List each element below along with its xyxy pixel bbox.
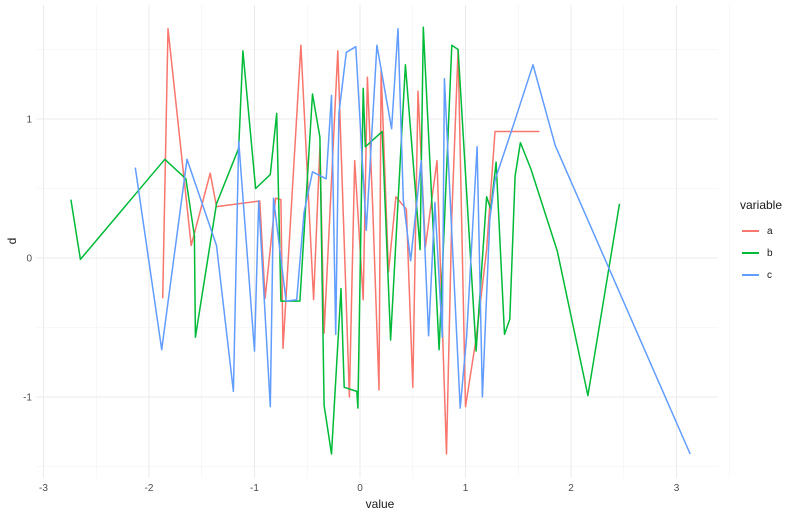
series-line-b	[70, 26, 621, 455]
series-lines	[70, 26, 691, 455]
y-tick-label: 0	[26, 254, 32, 265]
series-line-a	[161, 27, 540, 455]
x-tick-label: 0	[357, 483, 363, 494]
x-tick-label: 1	[463, 483, 469, 494]
major-gridlines	[36, 5, 718, 478]
y-tick-label: 1	[26, 115, 32, 126]
legend-title: variable	[740, 198, 783, 212]
x-axis-ticks: -3 -2 -1 0 1 2 3	[39, 483, 680, 494]
legend-key-b-icon	[742, 252, 759, 254]
legend-label-b: b	[767, 247, 773, 259]
legend-item-b: b	[740, 242, 782, 264]
y-tick-label: -1	[23, 393, 32, 404]
x-tick-label: -2	[145, 483, 154, 494]
legend: variable a b c	[740, 198, 782, 286]
x-tick-label: 3	[674, 483, 680, 494]
legend-label-a: a	[767, 225, 773, 237]
x-tick-label: -1	[250, 483, 259, 494]
series-line-c	[134, 27, 691, 455]
x-tick-label: 2	[568, 483, 574, 494]
legend-key-a-icon	[742, 230, 759, 232]
legend-item-c: c	[740, 264, 782, 286]
x-axis-title: value	[366, 497, 395, 511]
legend-item-a: a	[740, 220, 782, 242]
y-axis-ticks: -1 0 1	[23, 115, 32, 404]
x-tick-label: -3	[39, 483, 48, 494]
y-axis-title: d	[5, 238, 19, 245]
legend-label-c: c	[767, 269, 772, 281]
legend-key-c-icon	[742, 274, 759, 276]
